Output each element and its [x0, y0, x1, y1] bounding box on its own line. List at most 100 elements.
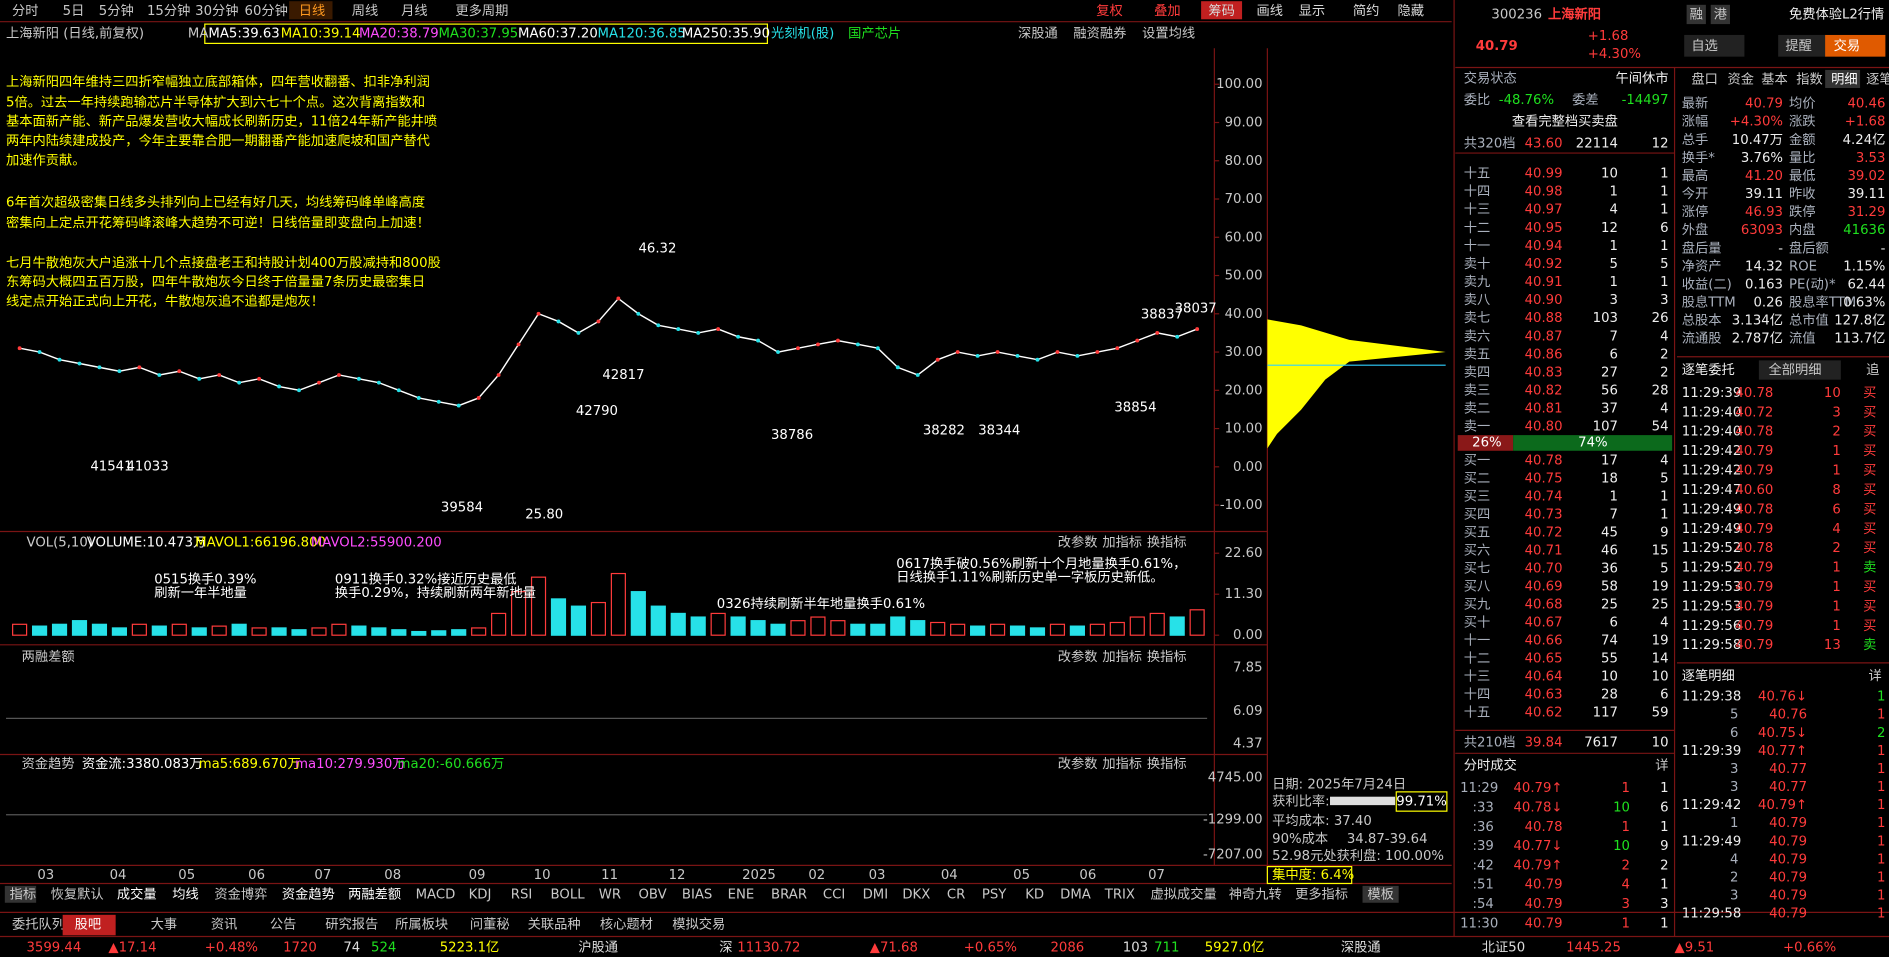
indicator-tab[interactable]: 资金博弈 — [214, 886, 267, 902]
period-tab[interactable]: 60分钟 — [245, 2, 288, 19]
book-cell: 7617 — [1584, 735, 1618, 750]
period-tab[interactable]: 月线 — [401, 3, 428, 19]
price-point — [835, 338, 840, 343]
orders-more[interactable]: 追 — [1866, 362, 1879, 378]
indicator-tab[interactable]: BRAR — [771, 887, 807, 902]
side-tab[interactable]: 逐笔 — [1866, 72, 1889, 88]
detail-more[interactable]: 详 — [1869, 668, 1882, 684]
indicator-tab[interactable]: DKX — [902, 887, 930, 902]
period-tab[interactable]: 5分钟 — [99, 2, 134, 19]
lower-tab[interactable]: 核心题材 — [600, 916, 653, 932]
period-tab[interactable]: 周线 — [352, 3, 379, 19]
indicator-tab[interactable]: CR — [947, 887, 965, 902]
orders-filter-box[interactable] — [1758, 360, 1841, 380]
panel-tool[interactable]: 换指标 — [1147, 649, 1187, 665]
indicator-tab[interactable]: PSY — [982, 887, 1007, 902]
period-tab[interactable]: 30分钟 — [195, 2, 238, 19]
panel-tool[interactable]: 换指标 — [1147, 534, 1187, 550]
panel-tool[interactable]: 加指标 — [1102, 534, 1142, 550]
note-line: 七月牛散炮灰大户追涨十几个点接盘老王和持股计划400万股减持和800股 — [6, 254, 441, 271]
tool-button[interactable]: 画线 — [1257, 3, 1284, 19]
indicator-tab[interactable]: BOLL — [551, 887, 586, 902]
alert-button[interactable] — [1778, 34, 1827, 57]
period-tab[interactable]: 5日 — [63, 4, 85, 19]
indicator-tab[interactable]: CCI — [823, 887, 845, 902]
lower-tab[interactable]: 研究报告 — [325, 916, 378, 932]
tool-button[interactable]: 隐藏 — [1397, 3, 1424, 19]
chart-link[interactable]: 设置均线 — [1142, 26, 1195, 42]
panel-tool[interactable]: 换指标 — [1147, 756, 1187, 772]
indicator-tab[interactable]: ENE — [728, 887, 755, 902]
more-link[interactable]: 详 — [1655, 757, 1668, 773]
indicator-tab[interactable]: DMI — [863, 887, 889, 902]
indicator-tab[interactable]: RSI — [511, 887, 533, 902]
side-tab[interactable]: 基本 — [1761, 72, 1788, 88]
lower-tab[interactable]: 股吧 — [75, 917, 102, 932]
period-tab[interactable]: 更多周期 — [455, 2, 508, 19]
book-cell: 40.73 — [1525, 507, 1563, 522]
lower-tab[interactable]: 模拟交易 — [672, 915, 725, 932]
panel-tool[interactable]: 加指标 — [1102, 756, 1142, 772]
indicator-tab[interactable]: 资金趋势 — [282, 886, 335, 902]
trade-button[interactable] — [1825, 34, 1886, 57]
indicator-tab[interactable]: 模板 — [1367, 886, 1394, 902]
book-cell: 买九 — [1464, 596, 1491, 612]
status-item: +0.48% — [205, 940, 258, 955]
side-tab[interactable]: 资金 — [1728, 72, 1755, 88]
lower-tab[interactable]: 大事 — [151, 916, 178, 932]
margin-tick-label: 7.85 — [1233, 661, 1263, 676]
indicator-tab[interactable]: KDJ — [469, 887, 492, 902]
price-annotation: 38344 — [978, 423, 1020, 438]
tool-button[interactable]: 叠加 — [1154, 3, 1181, 19]
side-tab[interactable]: 明细 — [1831, 72, 1858, 88]
concept-tag[interactable]: 国产芯片 — [848, 26, 901, 42]
panel-tool[interactable]: 改参数 — [1058, 648, 1098, 665]
lower-tab[interactable]: 公告 — [270, 916, 297, 932]
detail-time: 11:29:38 — [1682, 690, 1742, 705]
tool-button[interactable]: 复权 — [1096, 2, 1123, 19]
indicator-tab[interactable]: 均线 — [172, 886, 199, 902]
indicator-tab[interactable]: KD — [1025, 887, 1044, 902]
full-book-link[interactable]: 查看完整档买卖盘 — [1512, 113, 1618, 130]
book-cell: 40.95 — [1525, 221, 1563, 236]
indicator-tab[interactable]: 虚拟成交量 — [1151, 885, 1217, 902]
concept-tag[interactable]: 光刻机(股) — [771, 26, 834, 42]
tool-button[interactable]: 简约 — [1353, 2, 1380, 19]
indicator-tab[interactable]: 恢复默认 — [51, 886, 104, 902]
chart-link[interactable]: 融资融券 — [1073, 26, 1126, 42]
lower-tab[interactable]: 关联品种 — [528, 916, 581, 932]
indicator-tab[interactable]: 成交量 — [117, 885, 157, 902]
free-trial-link[interactable]: 免费体验L2行情 — [1789, 6, 1884, 22]
indicator-tab[interactable]: 更多指标 — [1295, 885, 1348, 902]
indicator-tab[interactable]: DMA — [1060, 887, 1091, 902]
lower-tab[interactable]: 委托队列 — [12, 916, 65, 932]
watch-button[interactable] — [1684, 34, 1745, 57]
volume-bar — [71, 620, 88, 636]
panel-tool[interactable]: 加指标 — [1102, 649, 1142, 665]
chip-distribution — [1267, 319, 1446, 449]
indicator-tab[interactable]: MACD — [416, 887, 456, 902]
indicator-tab[interactable]: WR — [599, 887, 621, 902]
period-tab[interactable]: 日线 — [299, 3, 326, 19]
book-cell: 3 — [1610, 293, 1618, 308]
tool-button[interactable]: 筹码 — [1208, 2, 1235, 19]
indicator-tab[interactable]: 两融差额 — [348, 886, 401, 902]
side-tab[interactable]: 盘口 — [1691, 71, 1718, 88]
tool-button[interactable]: 显示 — [1299, 4, 1326, 19]
panel-tool[interactable]: 改参数 — [1058, 755, 1098, 772]
price-point — [317, 380, 321, 385]
lower-tab[interactable]: 所属板块 — [395, 916, 448, 932]
side-tab[interactable]: 指数 — [1796, 72, 1823, 88]
indicator-tab[interactable]: 指标 — [10, 886, 37, 902]
indicator-tab[interactable]: 神奇九转 — [1229, 885, 1282, 902]
lower-tab[interactable]: 问董秘 — [470, 916, 510, 932]
indicator-tab[interactable]: TRIX — [1104, 887, 1135, 902]
lower-tab[interactable]: 资讯 — [211, 916, 238, 932]
stat-label: 流值 — [1789, 331, 1816, 347]
indicator-tab[interactable]: BIAS — [682, 887, 712, 902]
period-tab[interactable]: 15分钟 — [147, 2, 190, 19]
indicator-tab[interactable]: OBV — [639, 887, 667, 902]
chart-link[interactable]: 深股通 — [1018, 26, 1058, 42]
panel-tool[interactable]: 改参数 — [1058, 533, 1098, 550]
period-tab[interactable]: 分时 — [12, 3, 39, 19]
